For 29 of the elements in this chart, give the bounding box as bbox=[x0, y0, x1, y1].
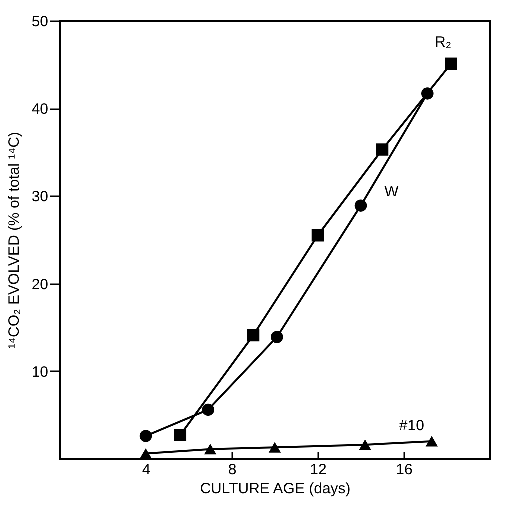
series-label: #10 bbox=[399, 417, 424, 434]
point bbox=[445, 58, 458, 70]
point bbox=[174, 429, 187, 442]
y-tick-label: 10 bbox=[32, 364, 48, 381]
point bbox=[312, 229, 324, 242]
point bbox=[268, 442, 282, 453]
y-tick-label: 50 bbox=[32, 14, 48, 30]
point bbox=[140, 430, 152, 442]
point bbox=[271, 331, 284, 344]
x-tick-label: 12 bbox=[310, 462, 327, 478]
y-tick-label: 30 bbox=[32, 188, 48, 206]
point bbox=[426, 436, 438, 447]
point bbox=[354, 200, 368, 212]
point bbox=[247, 329, 260, 342]
x-tick-label: 4 bbox=[142, 462, 151, 478]
y-axis-title: ¹⁴CO₂ EVOLVED (% of total ¹⁴C) bbox=[6, 132, 23, 349]
point bbox=[376, 144, 389, 156]
x-axis-title: CULTURE AGE (days) bbox=[200, 480, 351, 498]
point bbox=[202, 404, 214, 416]
series-label: R₂ bbox=[434, 34, 452, 51]
x-tick-label: 8 bbox=[228, 462, 237, 478]
point bbox=[204, 444, 217, 455]
y-tick-label: 40 bbox=[32, 101, 48, 118]
y-tick-label: 20 bbox=[32, 276, 48, 294]
point bbox=[422, 88, 434, 100]
point bbox=[359, 440, 372, 450]
series-label: W bbox=[384, 184, 400, 201]
point bbox=[140, 448, 152, 460]
x-tick-label: 16 bbox=[396, 462, 413, 478]
